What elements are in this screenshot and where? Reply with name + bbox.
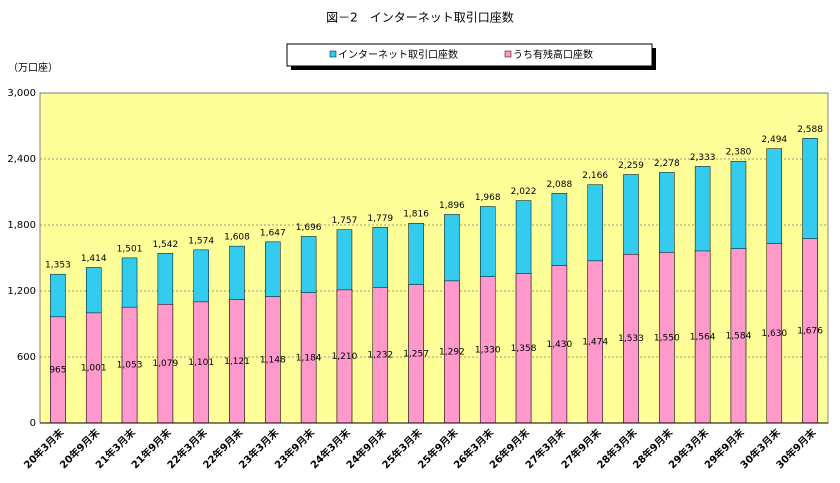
value-label: 2,278 — [654, 159, 680, 169]
value-label: 1,353 — [45, 261, 71, 271]
value-label: 2,022 — [511, 187, 537, 197]
value-label: 1,608 — [224, 233, 250, 243]
y-tick-label: 1,800 — [7, 220, 36, 231]
legend-label: インターネット取引口座数 — [338, 48, 458, 61]
value-label: 1,574 — [188, 236, 214, 246]
legend-swatch — [329, 50, 337, 58]
value-label: 2,166 — [582, 171, 608, 181]
value-label: 1,550 — [654, 333, 680, 343]
value-label: 1,696 — [296, 223, 322, 233]
value-label: 1,210 — [332, 352, 358, 362]
y-tick-label: 2,400 — [7, 154, 36, 165]
value-label: 965 — [49, 365, 66, 375]
legend-swatch — [504, 50, 512, 58]
value-label: 1,676 — [797, 326, 823, 336]
value-label: 1,292 — [439, 347, 465, 357]
value-label: 1,001 — [81, 363, 107, 373]
value-label: 1,330 — [475, 345, 501, 355]
value-label: 2,588 — [797, 125, 823, 135]
value-label: 1,101 — [188, 358, 214, 368]
y-tick-label: 0 — [30, 418, 36, 429]
y-axis-label: （万口座） — [8, 61, 58, 74]
value-label: 1,232 — [367, 351, 393, 361]
value-label: 2,494 — [761, 135, 787, 145]
y-tick-label: 1,200 — [7, 286, 36, 297]
value-label: 1,647 — [260, 228, 286, 238]
value-label: 1,564 — [690, 332, 716, 342]
value-label: 2,088 — [546, 180, 572, 190]
value-label: 1,430 — [546, 340, 572, 350]
value-label: 2,380 — [726, 148, 752, 158]
value-label: 1,474 — [582, 337, 608, 347]
value-label: 2,259 — [618, 161, 644, 171]
value-label: 1,148 — [260, 355, 286, 365]
value-label: 2,333 — [690, 153, 716, 163]
value-label: 1,896 — [439, 201, 465, 211]
value-label: 1,968 — [475, 193, 501, 203]
value-label: 1,414 — [81, 254, 107, 264]
y-tick-label: 3,000 — [7, 88, 36, 99]
x-tick-label: 30年9月末 — [773, 425, 819, 471]
value-label: 1,816 — [403, 210, 429, 220]
value-label: 1,501 — [117, 244, 143, 254]
value-label: 1,584 — [726, 331, 752, 341]
value-label: 1,184 — [296, 353, 322, 363]
legend-label: うち有残高口座数 — [513, 48, 593, 61]
value-label: 1,630 — [761, 329, 787, 339]
chart-title: 図－2 インターネット取引口座数 — [326, 10, 514, 25]
legend-box — [286, 43, 653, 67]
value-label: 1,053 — [117, 361, 143, 371]
value-label: 1,542 — [152, 240, 178, 250]
value-label: 1,779 — [367, 214, 393, 224]
value-label: 1,533 — [618, 334, 644, 344]
value-label: 1,757 — [332, 216, 358, 226]
value-label: 1,079 — [152, 359, 178, 369]
value-label: 1,121 — [224, 357, 250, 367]
value-label: 1,358 — [511, 344, 537, 354]
value-label: 1,257 — [403, 349, 429, 359]
y-tick-label: 600 — [17, 352, 36, 363]
